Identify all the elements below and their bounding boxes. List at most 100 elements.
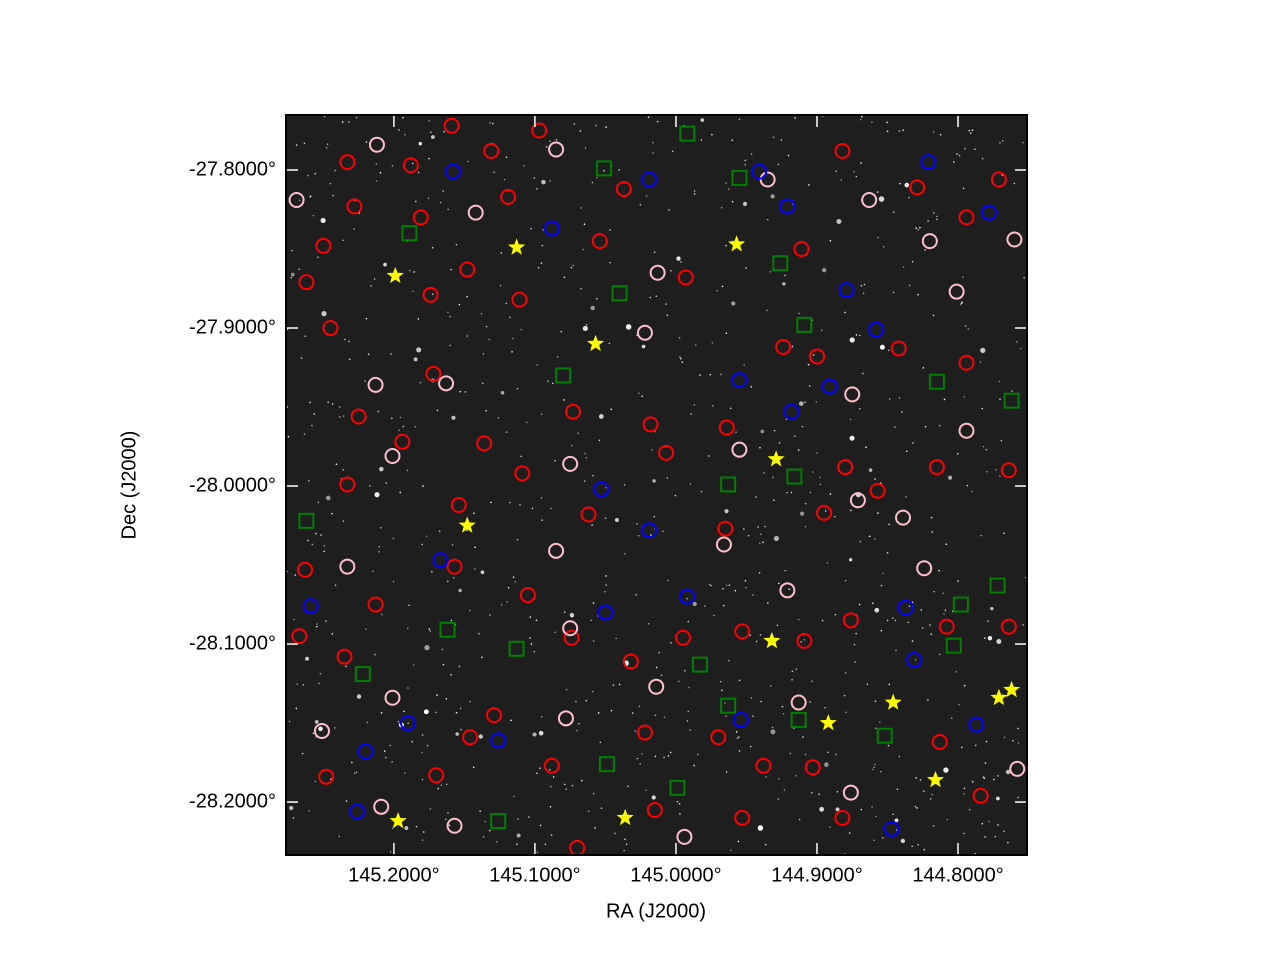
circle-marker [775, 338, 792, 355]
sky-star [788, 588, 790, 590]
sky-star [898, 130, 901, 132]
sky-star [678, 680, 680, 683]
sky-star [348, 121, 350, 123]
sky-star [406, 627, 409, 630]
sky-star [490, 501, 492, 504]
sky-star [402, 116, 404, 119]
sky-star [948, 475, 953, 480]
sky-star [348, 340, 350, 343]
sky-star [936, 215, 938, 218]
sky-star [472, 766, 475, 769]
sky-star [610, 709, 613, 712]
sky-star [445, 697, 448, 700]
sky-star [769, 270, 772, 273]
sky-star [448, 824, 451, 827]
sky-star [848, 558, 853, 562]
sky-star [770, 194, 775, 199]
sky-star [894, 818, 899, 823]
sky-star [416, 347, 422, 353]
sky-star [731, 200, 734, 203]
sky-star [860, 808, 863, 811]
square-marker [772, 255, 789, 272]
circle-marker [367, 596, 384, 613]
sky-star [531, 507, 534, 510]
circle-marker [793, 240, 810, 257]
circle-marker [511, 291, 528, 308]
sky-star [516, 833, 521, 838]
circle-marker [895, 509, 912, 526]
sky-star [653, 515, 656, 518]
sky-star [778, 442, 781, 444]
sky-star [963, 787, 966, 790]
sky-star [380, 526, 382, 529]
sky-star [929, 798, 932, 800]
sky-star [525, 421, 528, 424]
square-marker [790, 711, 807, 728]
sky-star [933, 590, 935, 593]
sky-star [894, 426, 896, 428]
sky-star [862, 292, 865, 295]
sky-star [667, 755, 670, 757]
sky-star [729, 407, 732, 410]
circle-marker [675, 629, 692, 646]
sky-star [874, 607, 880, 613]
sky-star [873, 839, 875, 842]
sky-star [874, 700, 877, 702]
sky-star [550, 834, 553, 836]
sky-star [451, 415, 456, 420]
sky-star [794, 775, 797, 777]
sky-star [511, 351, 513, 353]
sky-star [808, 184, 810, 186]
circle-marker [443, 117, 460, 134]
sky-star [658, 651, 661, 654]
sky-star [886, 121, 888, 124]
sky-star [923, 848, 926, 851]
sky-star [292, 817, 295, 819]
sky-star [778, 778, 780, 780]
sky-star [795, 668, 798, 671]
sky-star [592, 792, 595, 795]
sky-star [887, 744, 890, 747]
sky-star [967, 328, 970, 330]
sky-star [919, 226, 921, 229]
sky-star [711, 133, 713, 136]
sky-star [722, 587, 724, 590]
sky-star [767, 218, 769, 221]
sky-star [835, 170, 838, 172]
sky-star [609, 261, 611, 264]
sky-star [914, 805, 917, 808]
circle-marker [368, 136, 385, 153]
circle-marker [734, 623, 751, 640]
sky-star [749, 745, 752, 748]
sky-star [804, 525, 807, 528]
sky-star [344, 338, 346, 341]
circle-marker [838, 282, 855, 299]
circle-marker [500, 188, 517, 205]
sky-star [417, 318, 420, 320]
sky-star [655, 295, 658, 297]
circle-marker [731, 441, 748, 458]
sky-star [590, 619, 593, 622]
sky-star [316, 623, 318, 625]
sky-star [958, 703, 960, 706]
circle-marker [302, 598, 319, 615]
sky-star [1022, 141, 1024, 144]
sky-star [892, 211, 895, 213]
sky-star [314, 780, 317, 783]
sky-star [536, 364, 539, 366]
sky-star [986, 470, 988, 473]
sky-star [907, 621, 910, 624]
circle-marker [622, 653, 639, 670]
sky-star [679, 356, 681, 358]
y-tick-label: -27.9000° [189, 316, 276, 338]
circle-marker [958, 422, 975, 439]
sky-star [1011, 390, 1013, 392]
circle-marker [842, 784, 859, 801]
sky-star [824, 510, 827, 512]
sky-star [868, 535, 871, 538]
sky-star [680, 261, 682, 263]
star-marker [819, 714, 837, 731]
sky-star [612, 684, 615, 686]
sky-star [639, 762, 641, 765]
sky-star [808, 385, 811, 387]
